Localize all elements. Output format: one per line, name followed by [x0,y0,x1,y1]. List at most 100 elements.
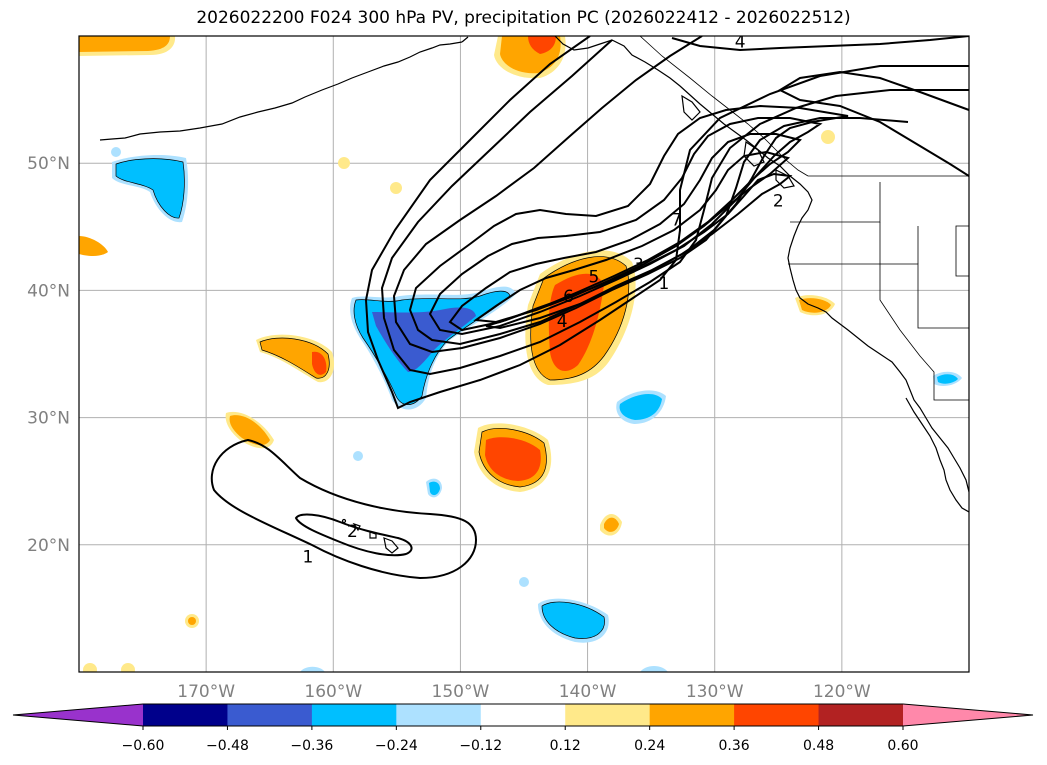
state-border [879,264,969,401]
pv-contour-9 [671,36,969,52]
pv-contour-south-1 [210,438,478,580]
precip-negative-area [937,374,958,384]
precip-negative-area [429,481,440,496]
precip-positive-area [528,36,556,54]
pv-contour-8 [485,172,793,330]
pv-contour-3 [392,36,909,354]
precip-negative-area [619,393,662,420]
chart-title: 2026022200 F024 300 hPa PV, precipitatio… [196,8,851,28]
precip-positive-area [485,437,541,481]
lat-tick-label: 30°N [27,409,70,429]
lon-tick-label: 170°W [177,682,235,702]
colorbar-tick-label: −0.48 [206,738,249,754]
precip-positive-dot [390,182,402,194]
lon-tick-label: 130°W [686,682,744,702]
precipitation-shading [79,36,962,672]
colorbar-segment [734,704,820,726]
alaska-coastline [461,36,969,493]
longitude-tick-labels: 170°W 160°W 150°W 140°W 130°W 120°W [177,682,871,702]
contour-label: 1 [658,274,669,294]
map-frame [78,35,970,673]
precip-positive-area [799,298,831,313]
precip-positive-area [79,236,108,256]
pv-contour-10 [777,70,969,177]
aleutian-coastline [99,41,463,141]
colorbar-tick-label: −0.60 [122,738,165,754]
colorbar-tick-label: 0.36 [719,738,750,754]
colorbar-segment [818,704,904,726]
precip-positive-area [260,338,330,379]
colorbar [12,703,1034,727]
precip-positive-dot [188,617,196,625]
contour-label: 4 [557,312,568,332]
colorbar-tick-label: 0.12 [550,738,581,754]
lat-tick-label: 40°N [27,281,70,301]
pv-contour-7 [473,150,791,324]
hawaii-island [383,537,399,554]
contour-label: 2 [773,191,784,211]
baja-coastline [905,397,969,513]
colorbar-extend-low [13,704,143,726]
pv-contours [210,36,969,580]
contour-label: 4 [735,32,746,52]
contour-label: 5 [589,268,600,288]
lon-tick-label: 160°W [304,682,362,702]
precip-positive-dot [338,157,350,169]
pv-contour-6 [448,133,802,332]
colorbar-tick-label: −0.24 [375,738,418,754]
precip-negative-area [116,158,185,219]
latitude-tick-labels: 50°N 40°N 30°N 20°N [27,154,70,556]
precip-negative-area [300,666,325,672]
colorbar-segment [565,704,651,726]
lon-tick-label: 120°W [813,682,871,702]
precip-positive-area [229,415,270,446]
precip-outline [541,601,605,639]
political-borders [639,36,969,401]
lat-tick-label: 50°N [27,154,70,174]
precip-negative-dot [111,147,121,157]
island-outline [681,94,701,121]
contour-label: 6 [563,287,574,307]
colorbar-segment [227,704,313,726]
precip-negative-area [640,666,668,672]
pv-contour-south-2 [294,513,413,557]
colorbar-segment [143,704,228,726]
colorbar-segment [480,704,566,726]
precip-positive-dot [821,130,835,144]
colorbar-tick-labels: −0.60 −0.48 −0.36 −0.24 −0.12 0.12 0.24 0.36 0.4… [122,726,919,754]
coastlines [99,36,969,554]
precip-positive-area [312,351,327,375]
precip-outline [353,290,511,405]
precip-negative-dot [519,577,529,587]
lon-tick-label: 150°W [432,682,490,702]
precip-outlines [115,158,630,639]
precip-outline [115,158,185,219]
colorbar-segment [396,704,482,726]
state-border [880,263,969,329]
colorbar-segment [311,704,397,726]
colorbar-tick-label: −0.36 [290,738,333,754]
colorbar-tick-label: −0.12 [459,738,502,754]
precip-positive-dot [83,663,97,672]
state-border [955,225,969,277]
hawaii-island [341,518,347,524]
colorbar-tick-label: 0.48 [803,738,834,754]
precip-outline [478,428,547,488]
precip-positive-area [604,517,619,532]
state-border [788,222,881,265]
precip-positive-dot [121,663,135,672]
colorbar-segment [649,704,735,726]
contour-label: 1 [302,548,313,568]
precip-outline [259,337,330,379]
colorbar-tick-label: 0.24 [634,738,665,754]
precip-negative-area [542,601,605,639]
lon-tick-label: 140°W [559,682,617,702]
lat-tick-label: 20°N [27,536,70,556]
contour-label: 3 [633,255,644,275]
colorbar-extend-high [903,704,1033,726]
colorbar-tick-label: 0.60 [887,738,918,754]
contour-label: 7 [671,210,682,230]
alaska-canada-border [639,36,809,177]
